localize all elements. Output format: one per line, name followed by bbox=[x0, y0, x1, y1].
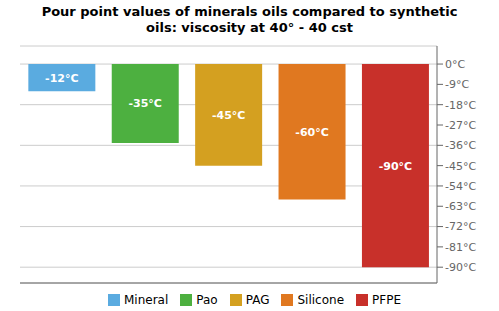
svg-text:-27°C: -27°C bbox=[445, 119, 476, 132]
svg-text:-45°C: -45°C bbox=[445, 160, 476, 173]
svg-text:-81°C: -81°C bbox=[445, 241, 476, 254]
svg-text:-12°C: -12°C bbox=[45, 72, 78, 85]
svg-text:-72°C: -72°C bbox=[445, 220, 476, 233]
html-text:Pao: Pao bbox=[196, 293, 218, 307]
html-text:Mineral: Mineral bbox=[124, 293, 169, 307]
html-text:PFPE: PFPE bbox=[372, 293, 401, 307]
svg-text:-18°C: -18°C bbox=[445, 99, 476, 112]
svg-text:-90°C: -90°C bbox=[445, 261, 476, 274]
svg-text:-63°C: -63°C bbox=[445, 200, 476, 213]
svg-text:-90°C: -90°C bbox=[379, 160, 412, 173]
svg-text:-45°C: -45°C bbox=[212, 109, 245, 122]
svg-text:-54°C: -54°C bbox=[445, 180, 476, 193]
svg-text:0°C: 0°C bbox=[445, 58, 465, 71]
svg-text:-35°C: -35°C bbox=[129, 97, 162, 110]
svg-text:-9°C: -9°C bbox=[445, 78, 469, 91]
svg-text:-36°C: -36°C bbox=[445, 139, 476, 152]
html-text:PAG: PAG bbox=[245, 293, 270, 307]
html-text:Silicone: Silicone bbox=[297, 293, 344, 307]
svg-text:-60°C: -60°C bbox=[295, 126, 328, 139]
html-text:Pour point values of minerals: Pour point values of minerals oils compa… bbox=[41, 4, 458, 35]
